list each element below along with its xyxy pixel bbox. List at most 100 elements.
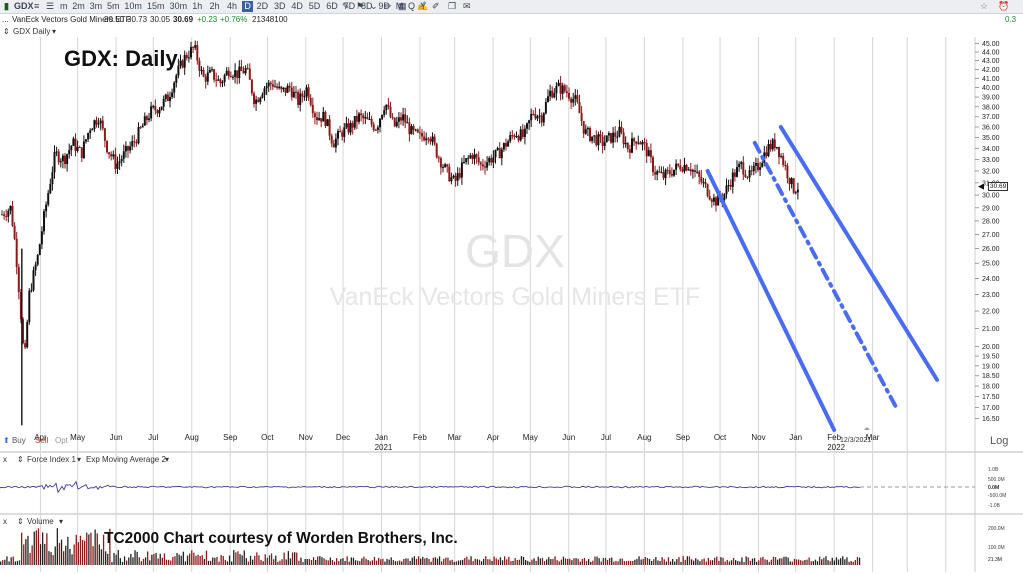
ema-label[interactable]: Exp Moving Average 2 [86,455,166,464]
volume-bar [63,551,65,565]
candle-body [448,166,451,182]
candle-body [80,147,83,158]
pencil-icon[interactable]: ✐ [432,1,440,11]
timeframe-6D[interactable]: 6D [326,1,338,11]
volume-bar [191,550,193,565]
draw-icon[interactable]: ✎ [342,1,350,11]
opt-button[interactable]: Opt [55,436,68,445]
chevron-down-icon[interactable]: ▾ [77,455,82,464]
timeframe-M[interactable]: M [395,1,404,11]
timeframe-4h[interactable]: 4h [227,1,238,11]
force-close-icon[interactable]: x [3,455,7,464]
alert-icon[interactable]: ⏰ [998,1,1010,11]
candle-body [66,154,69,165]
volume-bar [81,539,84,565]
candle-body [460,162,463,178]
force-drag-icon[interactable]: ⇕ [17,455,24,464]
timeframe-Q[interactable]: Q [408,1,416,11]
volume-close-icon[interactable]: x [3,517,7,526]
force-index-label[interactable]: Force Index 1 [27,455,76,464]
volume-bar [21,532,23,565]
chevron-down-icon[interactable]: ▾ [59,517,64,526]
candle-body [576,95,579,102]
volume-bar [4,559,6,565]
symbol-field[interactable]: GDX [14,1,34,11]
chevron-down-icon[interactable]: ▾ [165,455,170,464]
timeframe-1h[interactable]: 1h [192,1,203,11]
candle-body [643,142,646,144]
buy-button[interactable]: ⬆ Buy [3,436,26,445]
quote-volume: 21348100 [252,15,288,24]
timeframe-D[interactable]: D [242,1,253,12]
last-price-arrow-icon [978,183,984,190]
y-tick-label: 32.00 [982,168,1000,175]
candle-body [213,69,216,80]
candle-body [429,138,432,142]
timeframe-8D[interactable]: 8D [361,1,373,11]
timeframe-2D[interactable]: 2D [256,1,269,11]
volume-bar [84,540,86,565]
candle-body [792,178,795,193]
timeframe-Y[interactable]: Y [420,1,427,11]
chevron-down-icon[interactable]: ⌄ [370,1,378,11]
volume-bar [585,561,588,565]
candle-body [733,172,736,177]
timeframe-15m[interactable]: 15m [147,1,165,11]
timeframe-30m[interactable]: 30m [169,1,188,11]
volume-bar [258,555,260,565]
flag-icon[interactable]: ⚑ [356,1,365,11]
timeframe-5D[interactable]: 5D [308,1,321,11]
chevron-down-icon[interactable]: ▾ [52,27,57,36]
volume-bar [369,561,371,565]
comment-icon[interactable]: ✉ [463,1,471,11]
candle-body [318,118,321,121]
volume-bar [711,560,714,565]
timeframe-3D[interactable]: 3D [274,1,286,11]
volume-bar [508,556,510,565]
candle-body [784,165,787,167]
bars-icon[interactable]: ☰ [46,1,55,11]
month-label: Dec [336,433,350,442]
timeframe-m[interactable]: m [60,1,68,11]
volume-bar [552,559,554,565]
volume-bar [537,556,539,565]
timeframe-4D[interactable]: 4D [291,1,303,11]
y-tick-label: 42.00 [982,67,1000,74]
volume-bar [789,561,791,565]
drag-handle-icon[interactable]: ⇕ [3,27,10,36]
month-label: Mar [448,433,462,442]
volume-bar [88,534,90,565]
candle-body [626,142,629,150]
volume-label[interactable]: Volume [27,517,54,526]
log-toggle[interactable]: Log [990,435,1009,447]
candle-body [475,154,478,158]
list-icon[interactable]: ≡ [34,1,40,11]
candle-body [467,157,470,159]
volume-drag-icon[interactable]: ⇕ [17,517,24,526]
volume-bar [594,556,596,565]
timeframe-2h[interactable]: 2h [209,1,220,11]
volume-bar [420,558,422,565]
sell-button[interactable]: Sell [35,436,49,445]
candle-body [202,70,205,77]
candle-body [591,136,594,141]
pen-icon[interactable]: ✍ [417,1,429,11]
volume-bar [737,561,739,565]
copy-icon[interactable]: ❐ [448,1,457,11]
timeframe-7D[interactable]: 7D [343,1,356,11]
timeframe-9D[interactable]: 9D [378,1,390,11]
star-icon[interactable]: ☆ [980,1,989,11]
layout-icon[interactable]: ▦ [398,1,407,11]
timeframe-10m[interactable]: 10m [124,1,142,11]
volume-bar [142,558,145,565]
timeframe-3m[interactable]: 3m [89,1,103,11]
volume-bar [109,528,111,565]
candle-body [647,150,650,157]
volume-bar [426,557,428,565]
timeframe-2m[interactable]: 2m [72,1,85,11]
chart-label[interactable]: GDX Daily [13,27,51,36]
edit-icon[interactable]: ✏ [384,1,392,11]
candle-body [502,143,505,150]
timeframe-5m[interactable]: 5m [107,1,120,11]
